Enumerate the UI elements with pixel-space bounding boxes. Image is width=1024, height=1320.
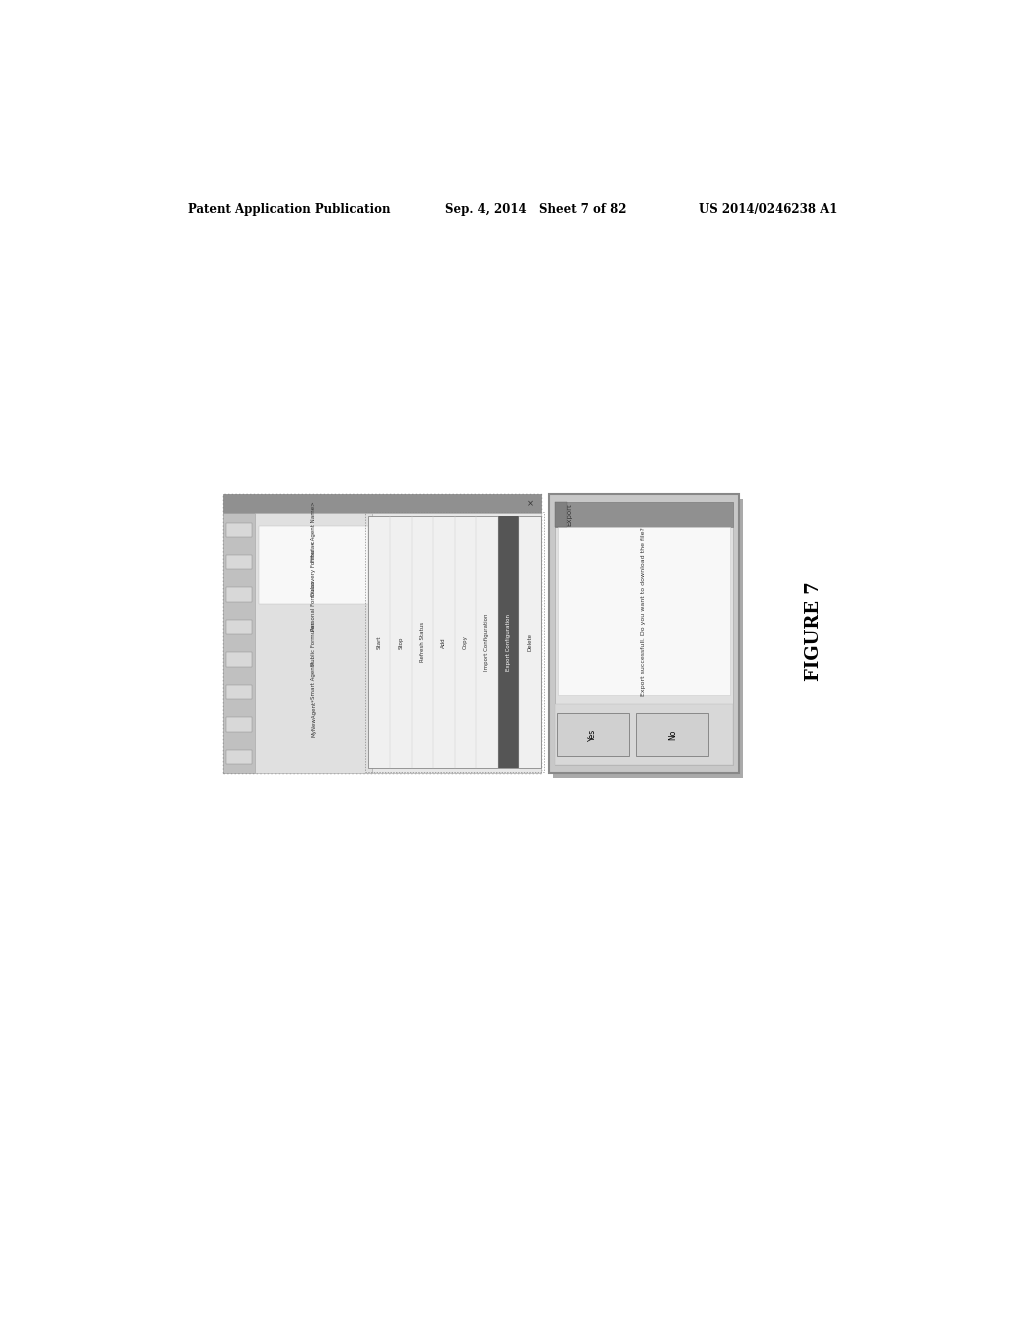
Text: Export Configuration: Export Configuration bbox=[506, 614, 511, 671]
Bar bbox=[223, 513, 255, 774]
Bar bbox=[555, 704, 733, 766]
Text: Patent Application Publication: Patent Application Publication bbox=[187, 203, 390, 216]
Text: FIGURE 7: FIGURE 7 bbox=[806, 581, 823, 681]
Text: ×: × bbox=[527, 499, 534, 508]
Text: Export successfull. Do you want to download the file?: Export successfull. Do you want to downl… bbox=[641, 527, 646, 696]
Bar bbox=[259, 527, 369, 605]
Bar bbox=[223, 494, 541, 774]
Bar bbox=[369, 516, 541, 768]
Text: Public Formulas: Public Formulas bbox=[311, 622, 316, 665]
Bar bbox=[226, 620, 252, 634]
Bar bbox=[555, 502, 733, 766]
Bar bbox=[226, 685, 252, 700]
Text: Refresh Status: Refresh Status bbox=[420, 622, 425, 663]
Bar bbox=[555, 502, 733, 527]
Bar bbox=[549, 494, 739, 774]
Text: Yes: Yes bbox=[588, 729, 597, 741]
Text: Import Configuration: Import Configuration bbox=[484, 614, 489, 671]
Text: 240: 240 bbox=[408, 532, 436, 546]
Text: Copy: Copy bbox=[463, 635, 468, 649]
Text: Smart Agents: Smart Agents bbox=[311, 661, 316, 700]
Text: No: No bbox=[668, 729, 677, 739]
Text: Start: Start bbox=[377, 636, 382, 649]
Bar bbox=[226, 750, 252, 764]
Text: Add: Add bbox=[441, 638, 446, 648]
Text: Personal Formulas: Personal Formulas bbox=[311, 581, 316, 631]
Bar bbox=[558, 527, 729, 696]
Text: Sep. 4, 2014   Sheet 7 of 82: Sep. 4, 2014 Sheet 7 of 82 bbox=[445, 203, 627, 216]
Text: Export: Export bbox=[567, 503, 572, 525]
Bar bbox=[226, 523, 252, 537]
Bar bbox=[637, 713, 709, 756]
Bar bbox=[498, 516, 519, 768]
Text: US 2014/0246238 A1: US 2014/0246238 A1 bbox=[699, 203, 838, 216]
Bar bbox=[226, 718, 252, 731]
Bar bbox=[555, 502, 566, 527]
Bar bbox=[557, 713, 629, 756]
Bar bbox=[553, 499, 743, 779]
Text: MyNewAgent*: MyNewAgent* bbox=[311, 698, 316, 737]
Bar bbox=[226, 652, 252, 667]
Bar bbox=[226, 554, 252, 569]
Bar bbox=[255, 513, 373, 774]
Bar bbox=[366, 512, 544, 772]
Bar bbox=[373, 513, 541, 774]
Bar bbox=[226, 587, 252, 602]
Text: Filter  <Agent Name>: Filter <Agent Name> bbox=[311, 502, 316, 562]
Bar bbox=[223, 494, 541, 513]
Text: Delete: Delete bbox=[527, 634, 532, 651]
Text: Stop: Stop bbox=[398, 636, 403, 648]
Text: Discovery Formulas: Discovery Formulas bbox=[311, 543, 316, 597]
